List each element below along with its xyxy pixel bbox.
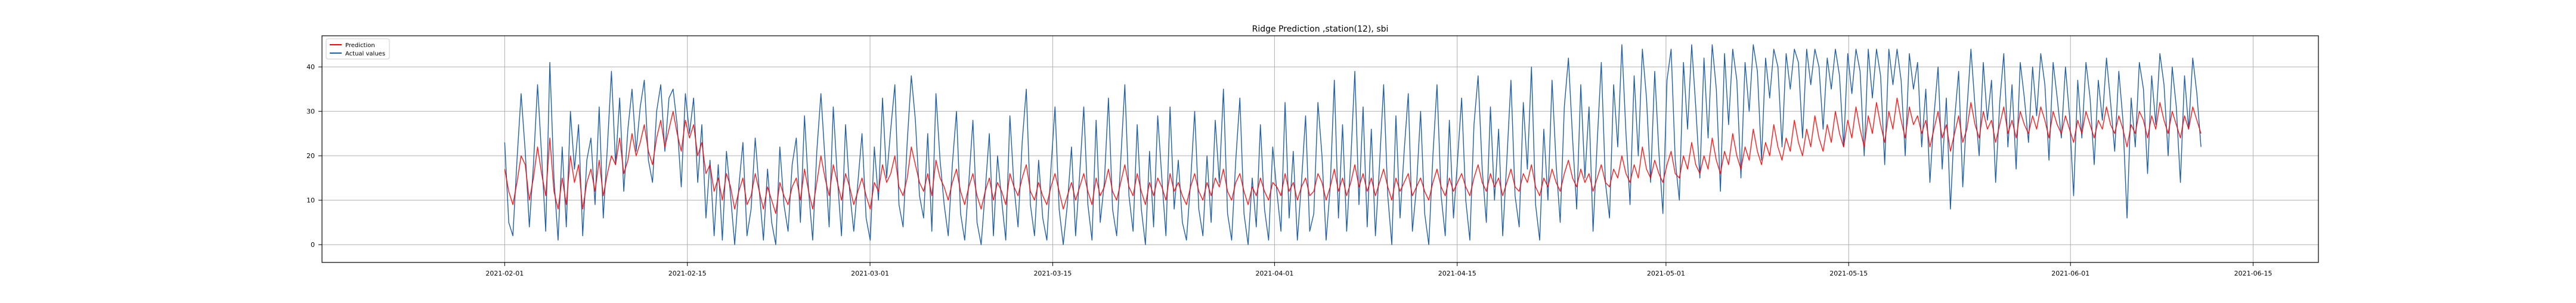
plot-area [321,35,2319,263]
x-tick-label: 2021-05-01 [1647,270,1685,277]
legend: Prediction Actual values [326,38,390,60]
x-tick-label: 2021-03-01 [851,270,889,277]
grid [322,36,2318,262]
x-tick-label: 2021-02-01 [485,270,524,277]
series-line-actual-values [504,44,2202,245]
x-tick-label: 2021-06-01 [2051,270,2089,277]
x-tick-label: 2021-04-01 [1255,270,1293,277]
x-tick-label: 2021-05-15 [1829,270,1868,277]
series-line-prediction [504,97,2202,214]
y-tick-label: 30 [306,108,315,116]
x-tick-label: 2021-06-15 [2234,270,2272,277]
legend-label: Prediction [345,42,375,49]
chart-title: Ridge Prediction ,station(12), sbi [1252,24,1389,34]
axis-ticks: 2021-02-01 2021-02-15 2021-03-01 2021-03-15… [306,63,2272,277]
x-tick-label: 2021-04-15 [1438,270,1476,277]
legend-label: Actual values [345,51,385,57]
legend-box [326,38,390,60]
x-tick-label: 2021-02-15 [668,270,707,277]
series-lines [504,44,2202,245]
y-tick-label: 10 [306,197,315,205]
y-tick-label: 40 [306,63,315,71]
x-tick-label: 2021-03-15 [1033,270,1072,277]
y-tick-label: 20 [306,152,315,160]
y-tick-label: 0 [311,241,315,249]
